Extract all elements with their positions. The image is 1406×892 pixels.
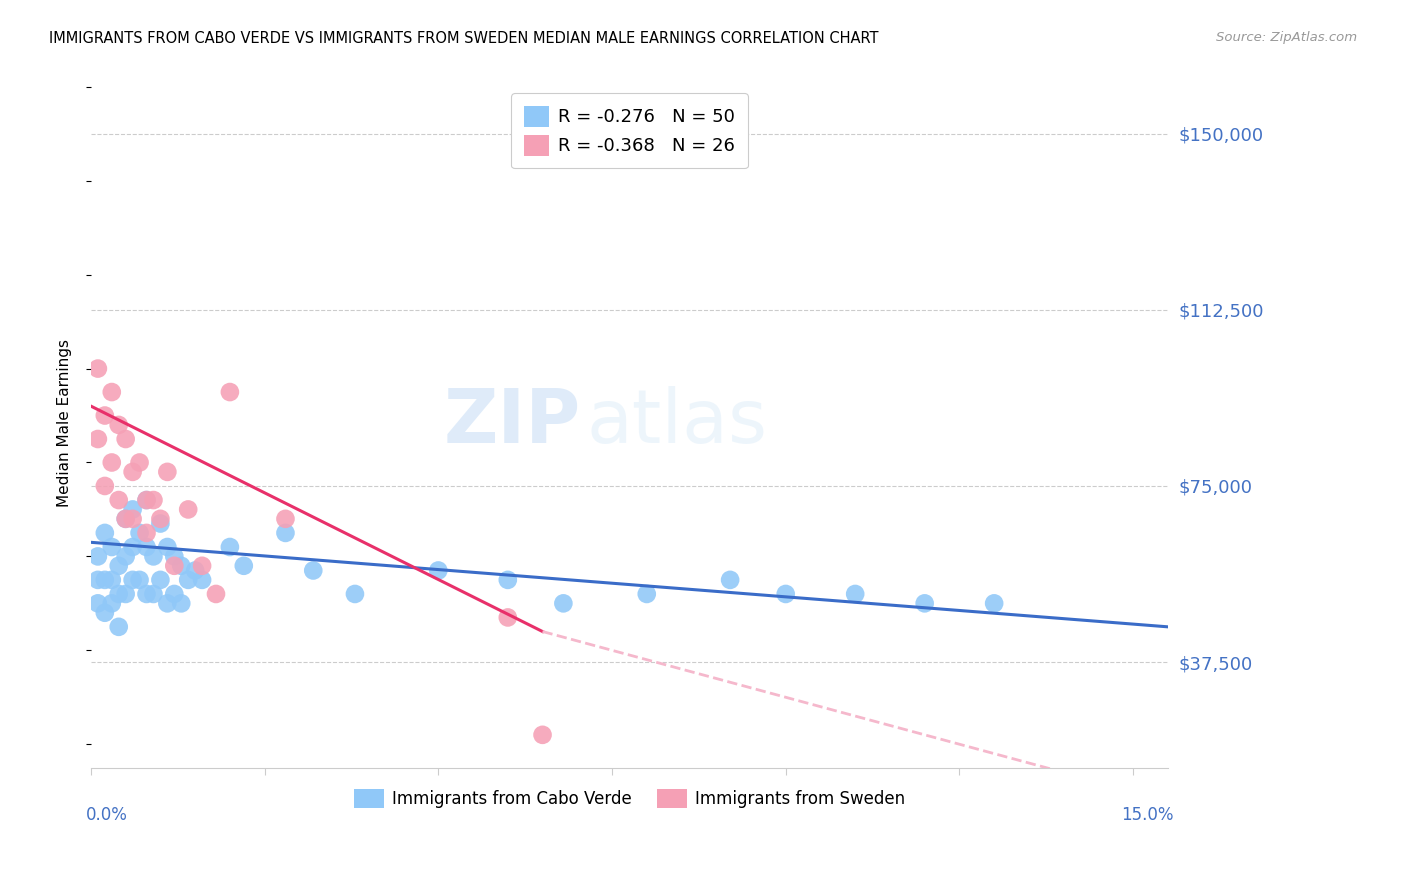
Point [156, 596, 179, 610]
Text: Source: ZipAtlas.com: Source: ZipAtlas.com [1216, 31, 1357, 45]
Point [114, 432, 136, 446]
Point [219, 385, 242, 400]
Point [156, 540, 179, 554]
Point [94, 409, 117, 423]
Point [100, 385, 122, 400]
Point [121, 512, 143, 526]
Point [94, 606, 117, 620]
Point [163, 558, 186, 573]
Point [87, 549, 110, 564]
Text: ZIP: ZIP [444, 386, 581, 459]
Point [128, 455, 150, 469]
Point [135, 587, 157, 601]
Point [914, 596, 936, 610]
Point [121, 465, 143, 479]
Point [87, 596, 110, 610]
Point [531, 728, 554, 742]
Point [177, 573, 200, 587]
Point [149, 516, 172, 531]
Point [135, 493, 157, 508]
Point [232, 558, 254, 573]
Point [128, 525, 150, 540]
Point [142, 493, 165, 508]
Y-axis label: Median Male Earnings: Median Male Earnings [58, 339, 72, 507]
Point [170, 596, 193, 610]
Point [114, 512, 136, 526]
Text: atlas: atlas [586, 386, 768, 459]
Point [100, 596, 122, 610]
Point [121, 502, 143, 516]
Text: IMMIGRANTS FROM CABO VERDE VS IMMIGRANTS FROM SWEDEN MEDIAN MALE EARNINGS CORREL: IMMIGRANTS FROM CABO VERDE VS IMMIGRANTS… [49, 31, 879, 46]
Point [343, 587, 366, 601]
Point [496, 573, 519, 587]
Point [274, 512, 297, 526]
Legend: Immigrants from Cabo Verde, Immigrants from Sweden: Immigrants from Cabo Verde, Immigrants f… [347, 782, 912, 814]
Point [87, 432, 110, 446]
Point [94, 479, 117, 493]
Point [107, 587, 129, 601]
Point [718, 573, 741, 587]
Point [107, 620, 129, 634]
Point [844, 587, 866, 601]
Point [636, 587, 658, 601]
Point [274, 525, 297, 540]
Point [114, 512, 136, 526]
Point [114, 587, 136, 601]
Point [184, 564, 207, 578]
Point [121, 573, 143, 587]
Point [87, 361, 110, 376]
Point [128, 573, 150, 587]
Point [94, 573, 117, 587]
Point [163, 587, 186, 601]
Point [149, 573, 172, 587]
Point [427, 564, 450, 578]
Point [983, 596, 1005, 610]
Point [100, 540, 122, 554]
Point [775, 587, 797, 601]
Point [219, 540, 242, 554]
Point [496, 610, 519, 624]
Point [107, 417, 129, 432]
Point [142, 549, 165, 564]
Point [135, 493, 157, 508]
Point [87, 573, 110, 587]
Point [94, 525, 117, 540]
Point [156, 465, 179, 479]
Point [163, 549, 186, 564]
Point [100, 573, 122, 587]
Point [149, 512, 172, 526]
Point [177, 502, 200, 516]
Point [107, 493, 129, 508]
Point [191, 558, 214, 573]
Point [100, 455, 122, 469]
Point [121, 540, 143, 554]
Point [205, 587, 228, 601]
Text: 0.0%: 0.0% [86, 805, 128, 823]
Point [302, 564, 325, 578]
Point [107, 558, 129, 573]
Point [135, 540, 157, 554]
Point [170, 558, 193, 573]
Point [114, 549, 136, 564]
Point [553, 596, 575, 610]
Point [135, 525, 157, 540]
Text: 15.0%: 15.0% [1121, 805, 1173, 823]
Point [142, 587, 165, 601]
Point [191, 573, 214, 587]
